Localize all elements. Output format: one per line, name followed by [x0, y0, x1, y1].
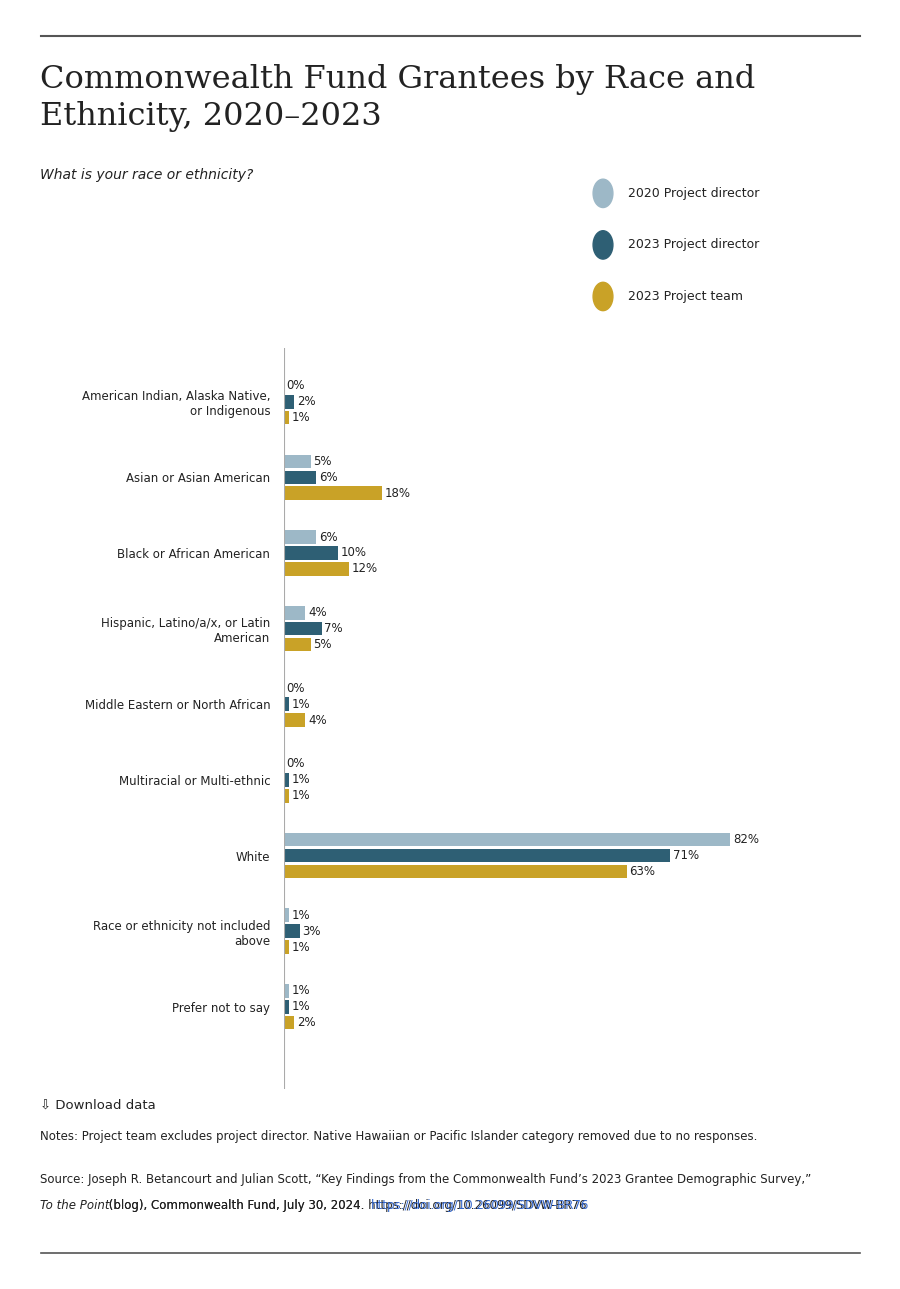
Text: 1%: 1% [292, 411, 310, 424]
Bar [284, 638, 310, 651]
Text: 2023 Project director: 2023 Project director [628, 238, 760, 251]
Text: 3%: 3% [302, 924, 321, 937]
Text: 1%: 1% [292, 697, 310, 710]
Text: 1%: 1% [292, 1000, 310, 1013]
Text: 1%: 1% [292, 985, 310, 998]
Bar [284, 940, 289, 954]
Bar [284, 1000, 289, 1013]
Bar [284, 848, 670, 862]
Bar [284, 1016, 294, 1030]
Text: (blog), Commonwealth Fund, July 30, 2024. https://doi.org/10.26099/SDVW-BR76: (blog), Commonwealth Fund, July 30, 2024… [105, 1199, 587, 1212]
Text: ⇩ Download data: ⇩ Download data [40, 1098, 157, 1111]
Text: 0%: 0% [286, 379, 305, 392]
Text: What is your race or ethnicity?: What is your race or ethnicity? [40, 168, 254, 182]
Text: 1%: 1% [292, 789, 310, 802]
Bar [284, 547, 338, 559]
Text: 2020 Project director: 2020 Project director [628, 187, 760, 200]
Bar [284, 909, 289, 922]
Bar [284, 455, 310, 468]
Text: To the Point: To the Point [40, 1199, 110, 1212]
Text: 10%: 10% [341, 547, 366, 559]
Bar [284, 486, 382, 500]
Text: 1%: 1% [292, 941, 310, 954]
Bar [284, 924, 300, 938]
Text: 63%: 63% [630, 865, 655, 878]
Text: 2%: 2% [297, 396, 316, 409]
Text: 18%: 18% [384, 487, 410, 500]
Bar [284, 411, 289, 424]
Bar [284, 470, 316, 485]
Text: 6%: 6% [319, 470, 338, 483]
Text: 7%: 7% [324, 623, 343, 635]
Text: https://doi.org/10.26099/SDVW-BR76: https://doi.org/10.26099/SDVW-BR76 [371, 1199, 590, 1212]
Text: 1%: 1% [292, 909, 310, 922]
Text: 1%: 1% [292, 773, 310, 786]
Bar [284, 530, 316, 544]
Text: 2023 Project team: 2023 Project team [628, 290, 743, 303]
Bar [284, 833, 731, 847]
Text: Notes: Project team excludes project director. Native Hawaiian or Pacific Island: Notes: Project team excludes project dir… [40, 1130, 758, 1143]
Text: 4%: 4% [308, 606, 327, 619]
Text: 4%: 4% [308, 714, 327, 727]
Text: 2%: 2% [297, 1016, 316, 1029]
Bar [284, 865, 627, 878]
Bar [284, 697, 289, 712]
Bar [284, 713, 305, 727]
Text: 5%: 5% [313, 455, 332, 468]
Text: 6%: 6% [319, 531, 338, 544]
Text: 12%: 12% [352, 562, 378, 575]
Bar [284, 789, 289, 803]
Text: (blog), Commonwealth Fund, July 30, 2024.: (blog), Commonwealth Fund, July 30, 2024… [105, 1199, 368, 1212]
Bar [284, 606, 305, 620]
Bar [284, 394, 294, 409]
Text: 0%: 0% [286, 758, 305, 771]
Text: 82%: 82% [734, 833, 759, 846]
Bar [284, 562, 349, 576]
Text: 0%: 0% [286, 682, 305, 695]
Text: Commonwealth Fund Grantees by Race and
Ethnicity, 2020–2023: Commonwealth Fund Grantees by Race and E… [40, 64, 756, 133]
Text: 5%: 5% [313, 638, 332, 651]
Bar [284, 984, 289, 998]
Text: 71%: 71% [673, 849, 699, 862]
Bar [284, 773, 289, 786]
Bar [284, 621, 321, 635]
Text: Source: Joseph R. Betancourt and Julian Scott, “Key Findings from the Commonweal: Source: Joseph R. Betancourt and Julian … [40, 1173, 815, 1186]
